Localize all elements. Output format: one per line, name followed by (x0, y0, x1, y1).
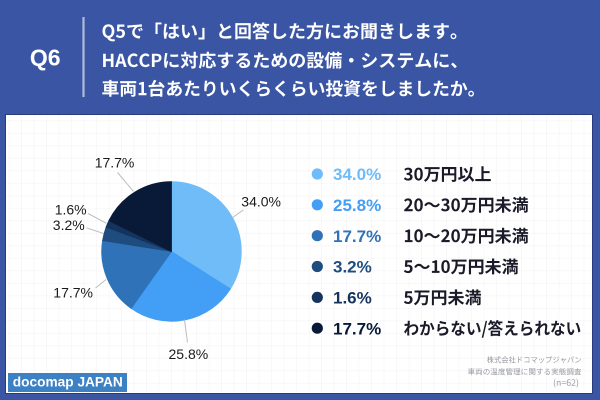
svg-text:docomap JAPAN: docomap JAPAN (13, 374, 123, 389)
svg-text:34.0%: 34.0% (333, 165, 381, 184)
svg-text:3.2%: 3.2% (333, 258, 372, 277)
svg-text:17.7%: 17.7% (333, 227, 381, 246)
svg-text:1.6%: 1.6% (55, 201, 87, 217)
svg-text:25.8%: 25.8% (169, 346, 209, 362)
svg-text:25.8%: 25.8% (333, 196, 381, 215)
svg-text:1.6%: 1.6% (333, 289, 372, 308)
svg-text:17.7%: 17.7% (95, 155, 135, 171)
svg-text:17.7%: 17.7% (333, 319, 381, 338)
svg-text:17.7%: 17.7% (53, 285, 93, 301)
svg-text:Q6: Q6 (30, 44, 61, 70)
svg-text:3.2%: 3.2% (53, 217, 85, 233)
svg-text:34.0%: 34.0% (241, 194, 281, 210)
